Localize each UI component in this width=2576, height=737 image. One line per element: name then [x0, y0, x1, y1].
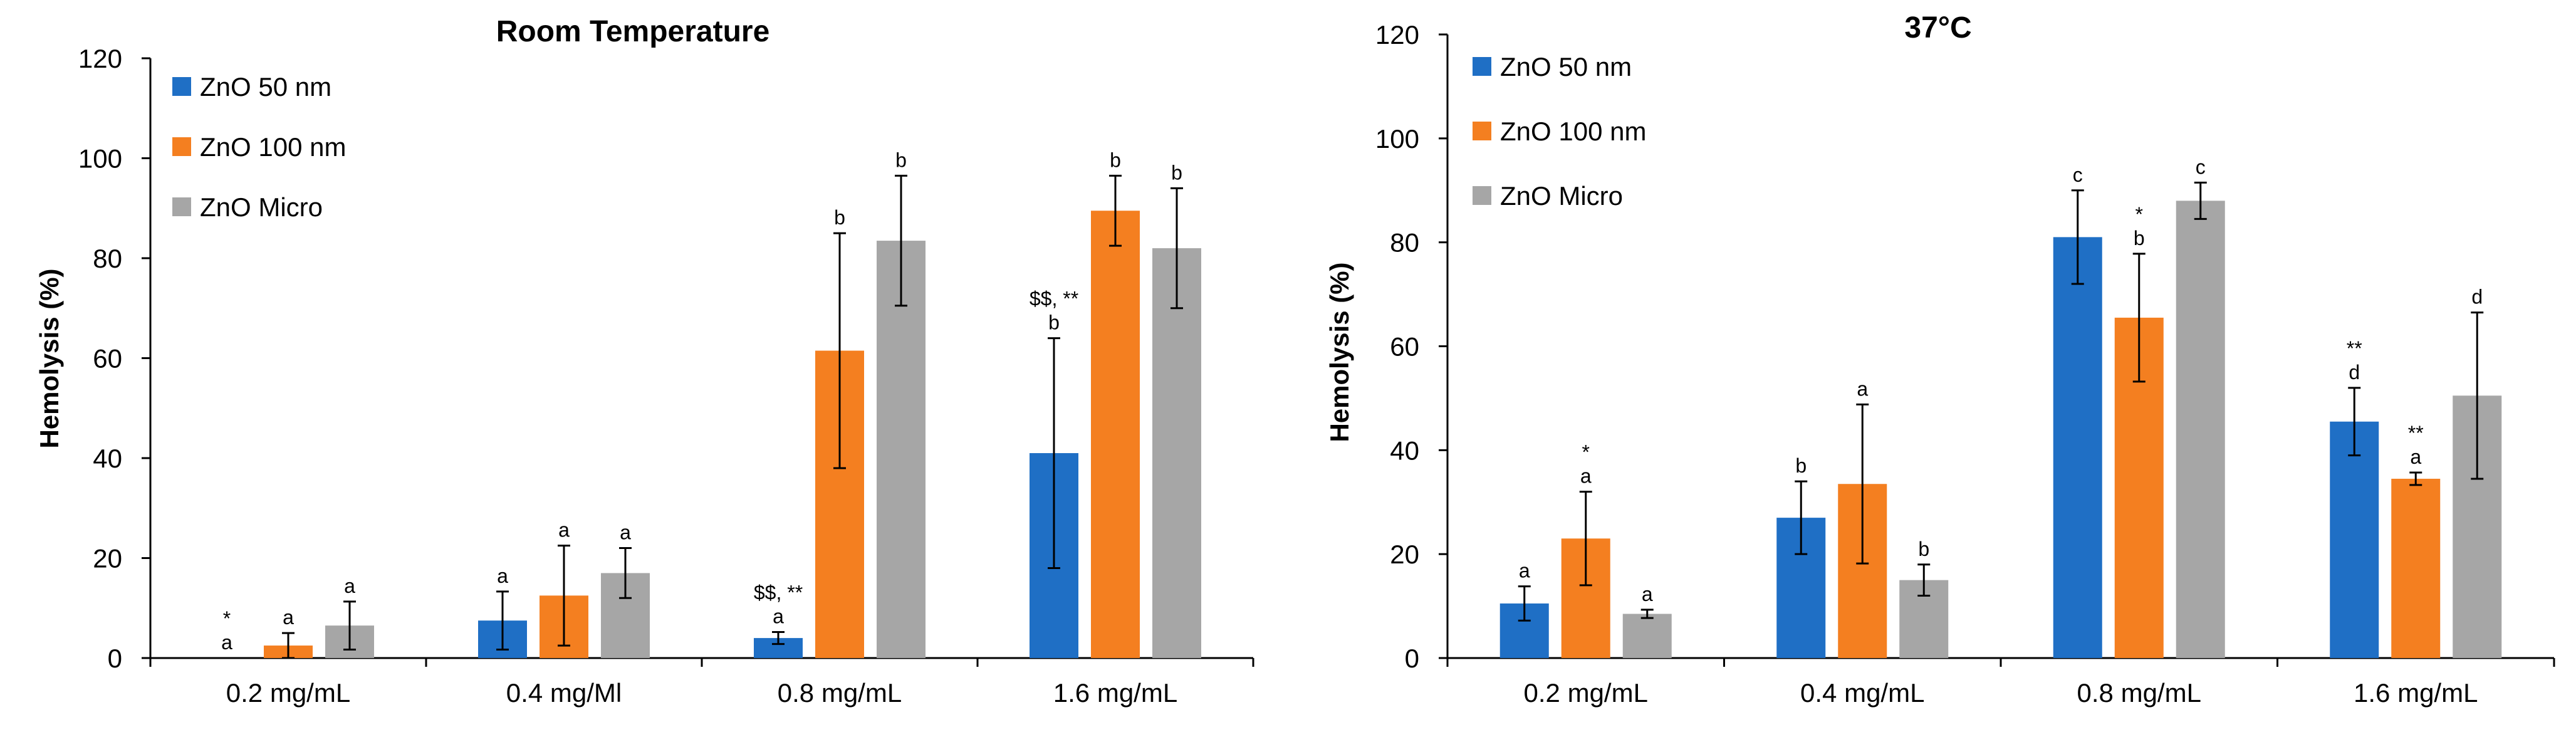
significance-letter: b [1795, 454, 1807, 477]
y-tick-label: 80 [1390, 228, 1419, 258]
significance-letter: a [1642, 583, 1653, 605]
significance-mark: $$, ** [754, 582, 803, 604]
significance-letter: a [1857, 377, 1868, 400]
legend-label: ZnO Micro [200, 192, 323, 222]
y-tick-label: 120 [1375, 20, 1419, 50]
y-axis-label: Hemolysis (%) [1325, 262, 1354, 442]
y-tick-label: 100 [1375, 124, 1419, 154]
legend-swatch [1473, 186, 1491, 205]
legend-swatch [1473, 122, 1491, 140]
significance-letter: a [2410, 446, 2421, 468]
significance-letter: b [1171, 161, 1182, 184]
y-tick-label: 20 [1390, 540, 1419, 569]
bar [1091, 211, 1140, 658]
significance-letter: b [1048, 311, 1060, 334]
y-tick-label: 40 [93, 444, 122, 473]
significance-letter: c [2196, 155, 2206, 178]
x-tick-labels: 0.2 mg/mL 0.4 mg/mL 0.8 mg/mL 1.6 mg/mL [1524, 678, 2478, 708]
x-tick-label: 0.4 mg/Ml [506, 678, 622, 708]
y-tick-labels: 0 20 40 60 80 100 120 [1375, 20, 1419, 673]
bar [2391, 478, 2441, 658]
x-tick-label: 0.8 mg/mL [778, 678, 902, 708]
x-tick-label: 1.6 mg/mL [1053, 678, 1177, 708]
x-tick-label: 1.6 mg/mL [2354, 678, 2478, 708]
x-tick-label: 0.4 mg/mL [1800, 678, 1924, 708]
legend-label: ZnO 100 nm [1500, 117, 1646, 146]
legend: ZnO 50 nm ZnO 100 nm ZnO Micro [172, 72, 346, 222]
significance-mark: ** [2408, 422, 2424, 444]
bar [877, 241, 926, 658]
chart-room-temperature: Room Temperature Hemolysis (%) a*aa$$, *… [34, 15, 1254, 708]
legend-swatch [172, 197, 191, 216]
y-tick-label: 0 [1405, 644, 1419, 673]
significance-letter: a [1580, 465, 1592, 488]
y-tick-label: 120 [78, 44, 122, 73]
significance-letter: d [2471, 286, 2483, 308]
significance-letter: b [2134, 227, 2145, 249]
legend-label: ZnO Micro [1500, 181, 1623, 211]
significance-letter: b [1918, 538, 1929, 560]
y-axis-label: Hemolysis (%) [34, 268, 64, 448]
y-tick-label: 80 [93, 244, 122, 273]
significance-letter: a [344, 575, 355, 597]
significance-mark: $$, ** [1030, 288, 1078, 310]
significance-mark: * [2135, 203, 2143, 226]
significance-letter: a [620, 521, 631, 544]
y-tick-label: 40 [1390, 436, 1419, 465]
error-bars [282, 174, 1183, 659]
legend-swatch [172, 137, 191, 156]
legend-label: ZnO 100 nm [200, 132, 346, 162]
y-tick-label: 20 [93, 544, 122, 573]
significance-letter: a [221, 631, 232, 654]
significance-mark: * [223, 607, 231, 630]
bar [2330, 421, 2379, 658]
significance-mark: * [1582, 441, 1590, 464]
x-tick-label: 0.2 mg/mL [226, 678, 350, 708]
significance-letter: d [2349, 361, 2360, 384]
significance-letter: b [834, 206, 845, 229]
significance-letter: a [283, 606, 294, 629]
legend-label: ZnO 50 nm [1500, 52, 1632, 81]
bar [2176, 201, 2225, 658]
significance-letter: c [2073, 164, 2083, 186]
significance-letter: a [1519, 560, 1530, 582]
x-tick-labels: 0.2 mg/mL 0.4 mg/Ml 0.8 mg/mL 1.6 mg/mL [226, 678, 1177, 708]
significance-letter: a [497, 565, 508, 587]
x-tick-label: 0.8 mg/mL [2077, 678, 2201, 708]
significance-letter: b [895, 149, 907, 171]
chart-title: 37°C [1904, 11, 1971, 44]
x-tick-label: 0.2 mg/mL [1524, 678, 1648, 708]
legend-swatch [172, 77, 191, 96]
bar [2053, 237, 2102, 658]
significance-mark: ** [2347, 337, 2362, 360]
significance-letter: a [558, 519, 570, 541]
y-tick-labels: 0 20 40 60 80 100 120 [78, 44, 122, 673]
y-tick-label: 0 [108, 644, 122, 673]
significance-letter: a [773, 605, 784, 628]
y-tick-label: 60 [93, 344, 122, 374]
bar [1622, 614, 1672, 658]
error-bars [1518, 181, 2484, 622]
y-tick-label: 60 [1390, 332, 1419, 362]
bar [1152, 248, 1201, 658]
bars [264, 211, 1201, 658]
legend: ZnO 50 nm ZnO 100 nm ZnO Micro [1473, 52, 1646, 211]
significance-letter: b [1110, 149, 1121, 171]
chart-title: Room Temperature [496, 15, 770, 48]
y-tick-label: 100 [78, 144, 122, 174]
legend-swatch [1473, 57, 1491, 76]
legend-label: ZnO 50 nm [200, 72, 331, 102]
